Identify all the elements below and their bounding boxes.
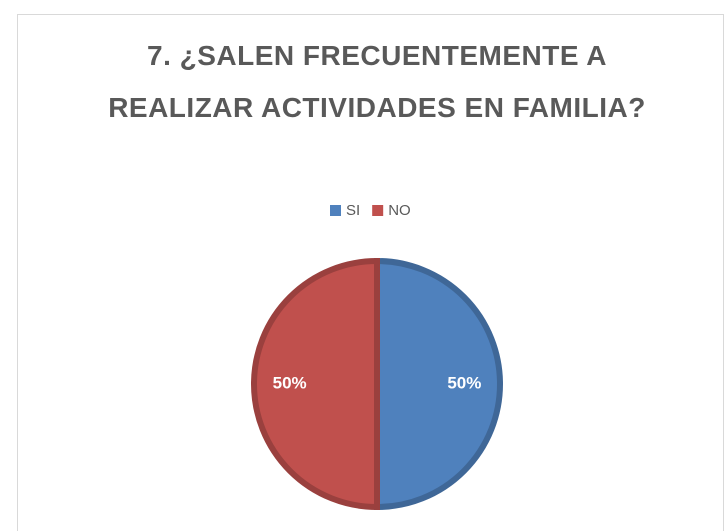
- legend-swatch: [330, 205, 341, 216]
- legend-label: SI: [346, 202, 360, 219]
- legend-label: NO: [388, 202, 411, 219]
- data-label: 50%: [447, 373, 481, 392]
- pie-slice: [374, 257, 503, 511]
- legend-swatch: [372, 205, 384, 216]
- pie-slice: [251, 257, 380, 511]
- chart-title: 7. ¿SALEN FRECUENTEMENTE A REALIZAR ACTI…: [108, 40, 646, 123]
- data-label: 50%: [273, 373, 307, 392]
